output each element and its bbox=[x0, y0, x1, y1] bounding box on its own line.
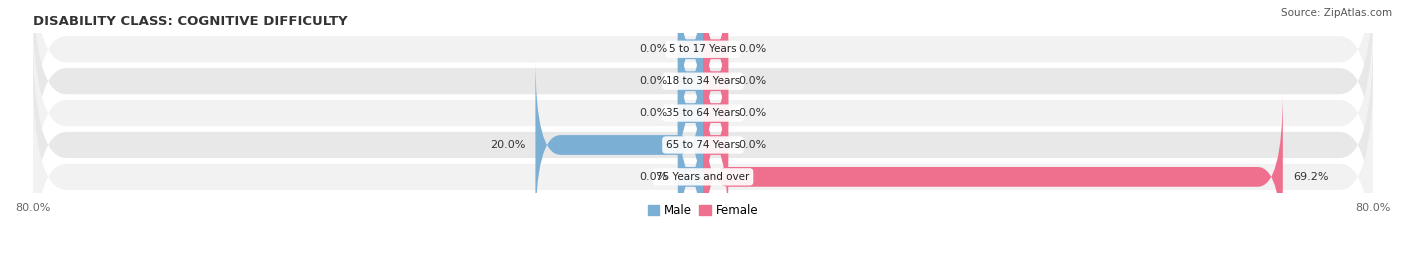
FancyBboxPatch shape bbox=[703, 0, 728, 135]
FancyBboxPatch shape bbox=[536, 59, 703, 231]
Text: 75 Years and over: 75 Years and over bbox=[657, 172, 749, 182]
Text: 0.0%: 0.0% bbox=[640, 108, 668, 118]
Text: Source: ZipAtlas.com: Source: ZipAtlas.com bbox=[1281, 8, 1392, 18]
Text: 0.0%: 0.0% bbox=[738, 140, 766, 150]
FancyBboxPatch shape bbox=[32, 0, 1374, 228]
FancyBboxPatch shape bbox=[32, 30, 1374, 260]
Text: 0.0%: 0.0% bbox=[738, 76, 766, 86]
Legend: Male, Female: Male, Female bbox=[643, 200, 763, 222]
Text: 5 to 17 Years: 5 to 17 Years bbox=[669, 44, 737, 54]
Text: 0.0%: 0.0% bbox=[640, 172, 668, 182]
FancyBboxPatch shape bbox=[32, 0, 1374, 196]
FancyBboxPatch shape bbox=[32, 62, 1374, 269]
Text: 0.0%: 0.0% bbox=[640, 76, 668, 86]
Text: 65 to 74 Years: 65 to 74 Years bbox=[666, 140, 740, 150]
FancyBboxPatch shape bbox=[678, 91, 703, 263]
FancyBboxPatch shape bbox=[703, 0, 728, 167]
Text: 20.0%: 20.0% bbox=[491, 140, 526, 150]
FancyBboxPatch shape bbox=[703, 91, 1282, 263]
Text: 35 to 64 Years: 35 to 64 Years bbox=[666, 108, 740, 118]
Text: 18 to 34 Years: 18 to 34 Years bbox=[666, 76, 740, 86]
FancyBboxPatch shape bbox=[678, 0, 703, 135]
FancyBboxPatch shape bbox=[32, 0, 1374, 164]
Text: 69.2%: 69.2% bbox=[1294, 172, 1329, 182]
FancyBboxPatch shape bbox=[703, 59, 728, 231]
Text: 0.0%: 0.0% bbox=[738, 44, 766, 54]
Text: DISABILITY CLASS: COGNITIVE DIFFICULTY: DISABILITY CLASS: COGNITIVE DIFFICULTY bbox=[32, 15, 347, 28]
FancyBboxPatch shape bbox=[678, 27, 703, 199]
FancyBboxPatch shape bbox=[703, 27, 728, 199]
Text: 0.0%: 0.0% bbox=[738, 108, 766, 118]
Text: 0.0%: 0.0% bbox=[640, 44, 668, 54]
FancyBboxPatch shape bbox=[678, 0, 703, 167]
